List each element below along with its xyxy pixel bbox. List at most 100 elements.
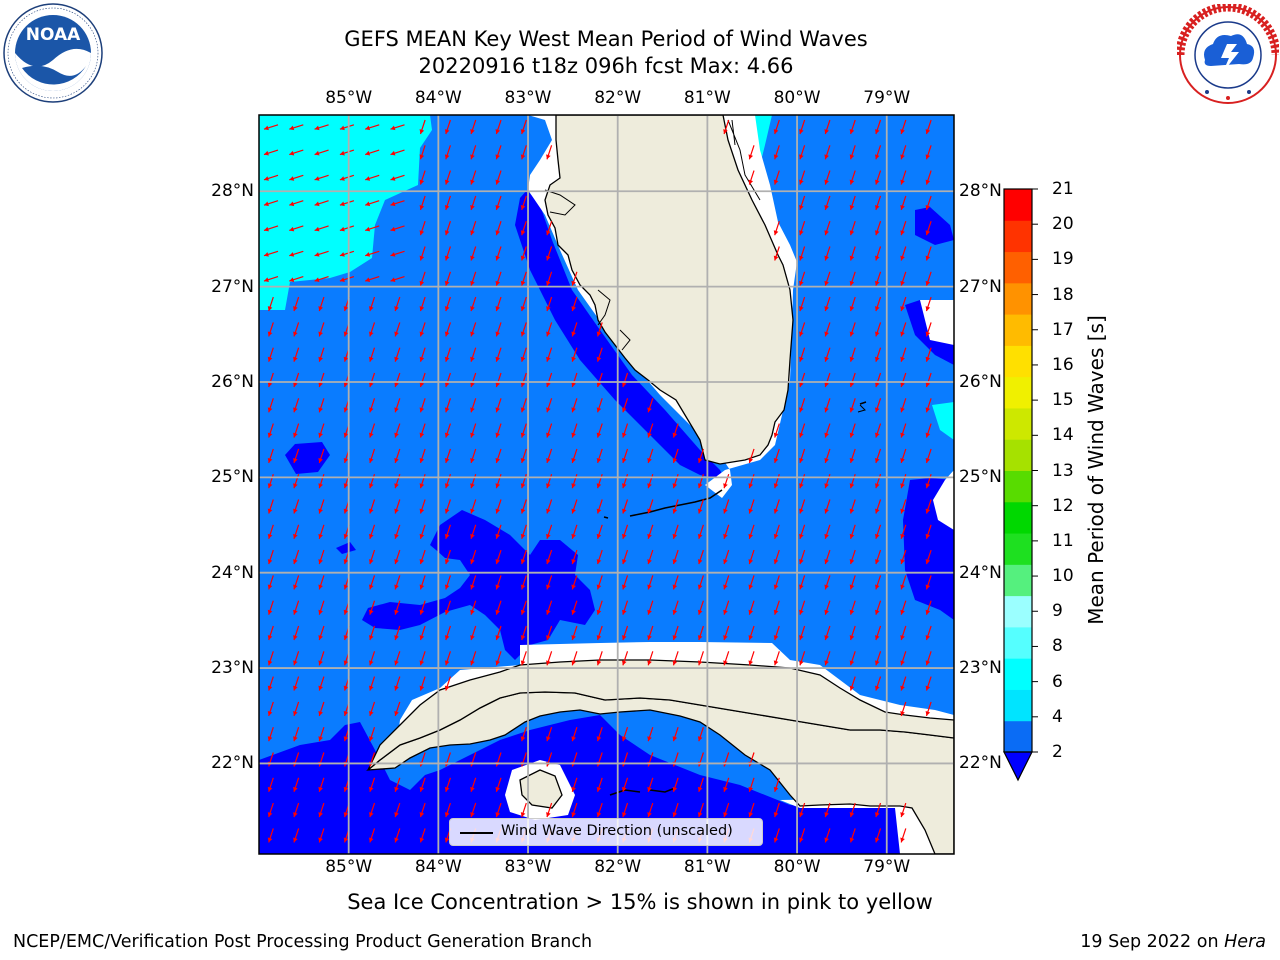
wind-wave-arrow-head — [849, 154, 855, 160]
wind-wave-arrow-head — [394, 331, 399, 337]
wind-wave-arrow-head — [824, 660, 829, 666]
wind-wave-arrow-head — [925, 204, 931, 210]
wind-wave-arrow-head — [394, 432, 399, 438]
cays — [609, 401, 867, 796]
wind-wave-arrow-head — [546, 382, 551, 387]
wind-wave-arrow-head — [368, 533, 374, 539]
wind-wave-arrow-head — [849, 306, 855, 312]
wind-wave-arrow-head — [799, 533, 804, 539]
wind-wave-arrow-head — [824, 154, 829, 160]
wind-wave-arrow-head — [900, 508, 905, 514]
wind-wave-arrow-head — [444, 635, 450, 640]
wind-wave-arrow-head — [520, 280, 526, 286]
wind-wave-arrow-head — [874, 685, 880, 691]
wind-wave-arrow-head — [444, 432, 450, 438]
wind-wave-arrow-head — [343, 306, 349, 312]
wind-wave-arrow-head — [293, 710, 298, 716]
wind-wave-arrow-head — [925, 154, 931, 160]
wind-wave-arrow-head — [900, 255, 905, 261]
wind-wave-arrow-head — [267, 483, 273, 489]
wind-wave-arrow-head — [748, 786, 754, 792]
wind-wave-arrow-head — [849, 533, 855, 539]
wind-wave-arrow-head — [697, 508, 703, 514]
cuba-north-coast — [367, 659, 954, 771]
wind-wave-arrow-head — [596, 660, 602, 666]
wind-wave-arrow-head — [799, 255, 804, 261]
wind-wave-arrow-head — [596, 457, 602, 463]
wind-wave-arrow-head — [470, 382, 475, 387]
wind-wave-arrow-head — [571, 736, 576, 742]
wind-wave-arrow-head — [267, 812, 273, 818]
wind-wave-arrow-head — [470, 407, 475, 413]
wind-wave-arrow-head — [368, 837, 374, 843]
wind-wave-arrow-head — [368, 457, 374, 463]
wind-wave-arrow-head — [773, 508, 779, 514]
wind-wave-arrow-head — [394, 685, 399, 691]
wind-wave-arrow-head — [748, 533, 754, 539]
wind-wave-arrow-head — [849, 609, 855, 615]
wind-wave-arrow-head — [723, 533, 728, 539]
wind-wave-arrow-head — [849, 483, 855, 489]
wind-wave-arrow-head — [900, 280, 905, 286]
colorbar-tick-label: 16 — [1052, 354, 1074, 375]
wind-wave-arrow-head — [520, 306, 526, 312]
wind-wave-arrow-head — [339, 150, 345, 156]
colorbar-tick-label: 18 — [1052, 284, 1074, 305]
short-period-area — [336, 542, 356, 554]
wind-wave-arrow-head — [849, 685, 855, 691]
lat-label-right: 24°N — [959, 562, 1002, 583]
wind-wave-arrow-head — [520, 635, 526, 640]
wind-wave-arrow-head — [849, 356, 855, 362]
wind-wave-arrow-head — [874, 129, 880, 134]
wind-wave-arrow-head — [343, 457, 349, 463]
wind-wave-arrow-head — [444, 457, 450, 463]
wind-wave-arrow-head — [444, 230, 450, 236]
wind-wave-arrow-head — [773, 837, 779, 843]
wind-wave-arrow-head — [748, 609, 754, 615]
wind-wave-arrow-head — [571, 533, 576, 539]
wind-wave-arrow-head — [339, 125, 345, 131]
wind-wave-arrow-head — [444, 660, 450, 666]
wind-wave-arrow-head — [799, 635, 804, 640]
colorbar-segment — [1004, 439, 1032, 471]
wind-wave-arrow-head — [874, 306, 880, 312]
wind-wave-arrow-head — [546, 280, 551, 286]
wind-wave-arrow-head — [339, 176, 345, 181]
wind-wave-arrow-head — [293, 584, 298, 590]
wind-wave-arrow-head — [343, 837, 349, 843]
wind-wave-arrow-head — [293, 382, 298, 387]
wind-wave-arrow-head — [824, 356, 829, 362]
wind-wave-arrow-head — [444, 786, 450, 792]
colorbar-segment — [1004, 470, 1032, 503]
wind-wave-arrow-head — [621, 533, 627, 539]
wind-wave-arrow-head — [444, 179, 450, 185]
wind-wave-arrow-head — [318, 483, 323, 489]
wind-wave-arrow-head — [672, 609, 678, 615]
wind-wave-arrow-head — [849, 407, 855, 413]
lon-label-bottom: 80°W — [773, 857, 821, 877]
lat-label-left: 25°N — [211, 467, 254, 488]
footer-date: 19 Sep 2022 on Hera — [1080, 932, 1266, 952]
wind-wave-arrow-head — [900, 306, 905, 312]
wind-wave-arrow-head — [470, 786, 475, 792]
wind-wave-arrow-head — [293, 356, 298, 362]
wind-wave-arrow-head — [470, 559, 475, 565]
wind-wave-arrow-head — [900, 230, 905, 236]
wind-wave-arrow-head — [849, 508, 855, 514]
short-period-area — [915, 207, 954, 245]
wind-wave-arrow-head — [267, 331, 273, 337]
wind-wave-arrow-head — [289, 226, 295, 232]
wind-wave-arrow-head — [697, 660, 703, 666]
wind-wave-arrow-head — [824, 559, 829, 565]
wind-wave-arrow-head — [444, 407, 450, 413]
wind-wave-arrow-head — [546, 584, 551, 590]
wind-wave-arrow-head — [874, 204, 880, 210]
wind-wave-arrow-head — [647, 812, 652, 818]
wind-wave-arrow-head — [394, 382, 399, 387]
wind-wave-arrow-head — [900, 660, 905, 666]
wind-wave-arrow-head — [343, 710, 349, 716]
wind-wave-arrow-head — [444, 559, 450, 565]
wind-wave-arrow-head — [596, 533, 602, 539]
wind-wave-arrow-head — [799, 356, 804, 362]
wind-wave-arrow-head — [546, 533, 551, 539]
